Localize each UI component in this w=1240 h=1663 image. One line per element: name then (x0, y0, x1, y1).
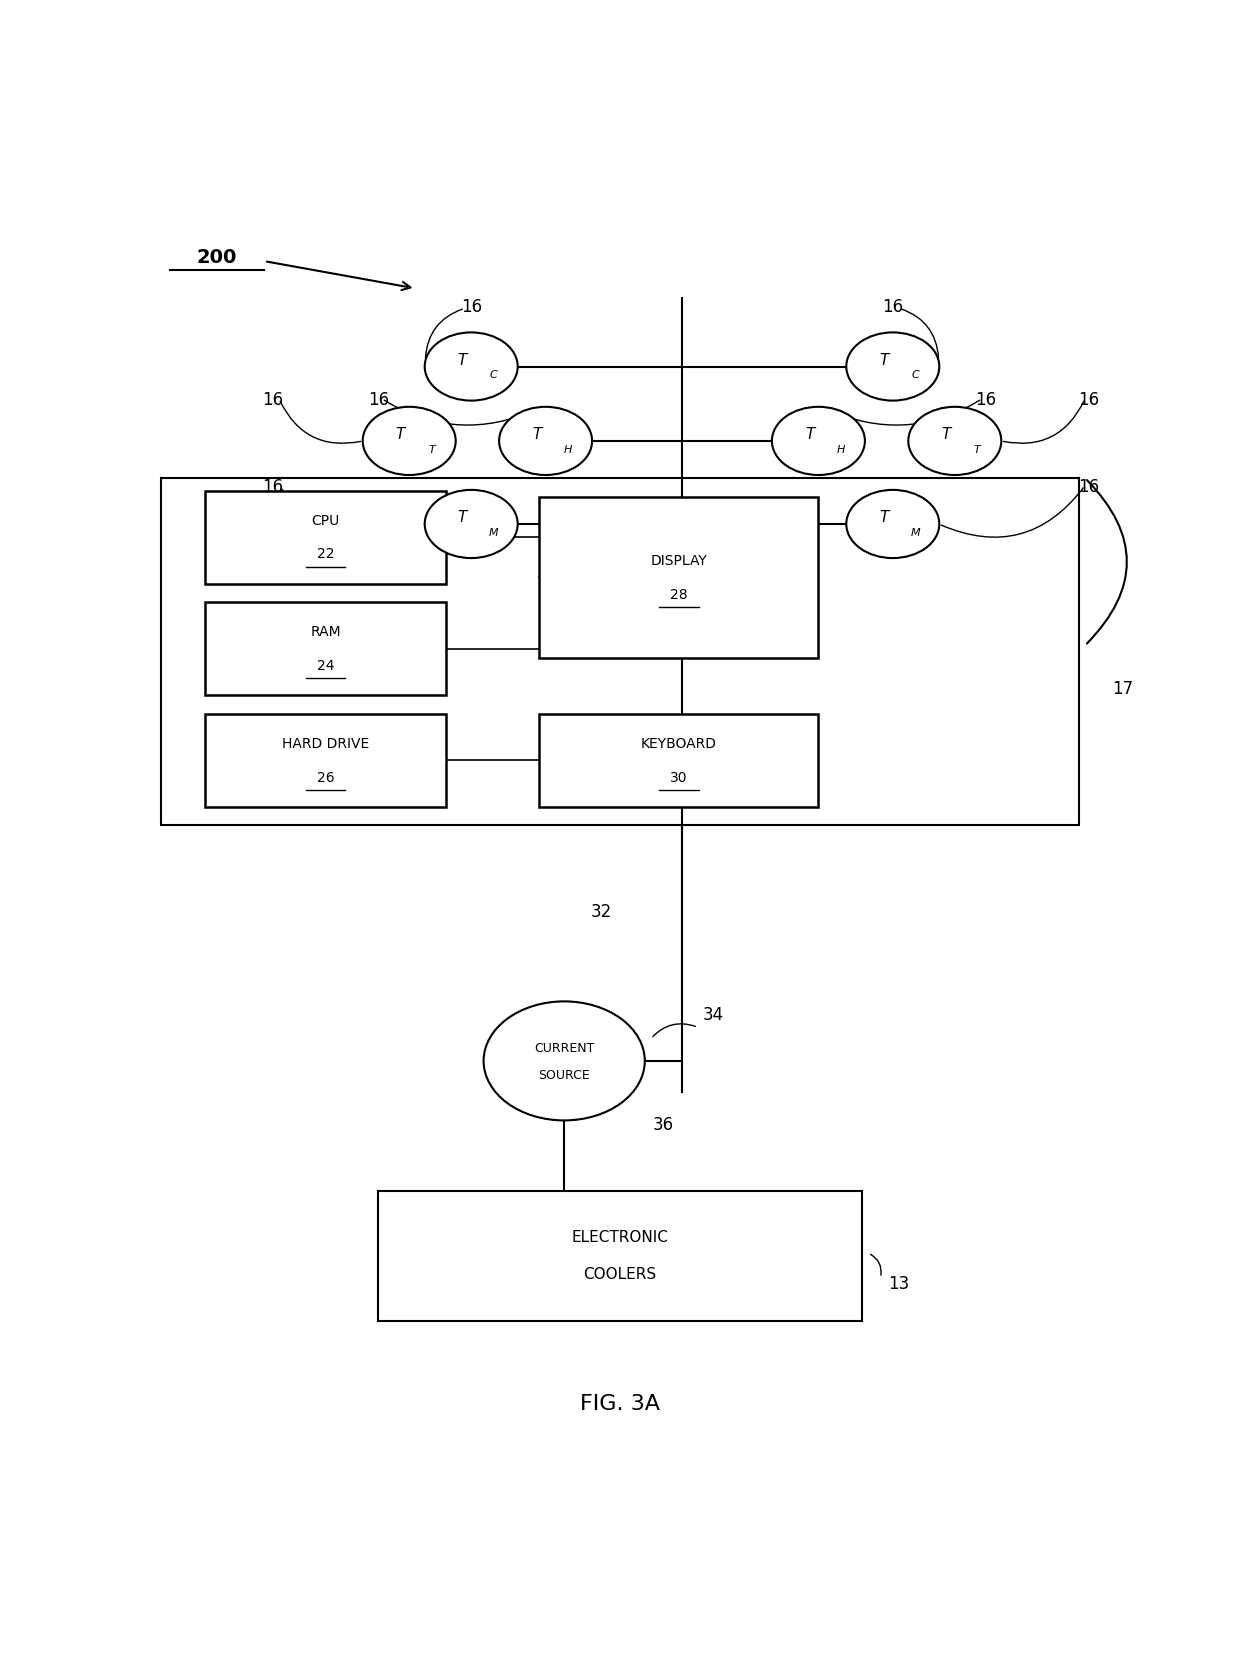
Text: T: T (458, 511, 467, 526)
Bar (205, 602, 446, 695)
Text: 34: 34 (702, 1006, 724, 1024)
Text: RAM: RAM (310, 625, 341, 640)
Text: T: T (973, 444, 981, 454)
Text: T: T (941, 427, 951, 442)
Text: H: H (837, 444, 844, 454)
Text: H: H (564, 444, 572, 454)
Bar (205, 713, 446, 807)
Text: 22: 22 (316, 547, 335, 562)
Text: ELECTRONIC: ELECTRONIC (572, 1231, 668, 1246)
Text: CURRENT: CURRENT (534, 1043, 594, 1054)
Text: 16: 16 (975, 391, 997, 409)
Text: 16: 16 (460, 298, 482, 316)
Text: C: C (911, 371, 919, 381)
Ellipse shape (424, 491, 518, 559)
Text: 30: 30 (670, 770, 688, 785)
Text: 28: 28 (670, 587, 688, 602)
Ellipse shape (771, 407, 866, 476)
Bar (161, 477, 1079, 825)
Text: 16: 16 (1078, 391, 1100, 409)
Text: FIG. 3A: FIG. 3A (580, 1394, 660, 1414)
Text: SOURCE: SOURCE (538, 1069, 590, 1083)
Text: M: M (910, 527, 920, 537)
Text: 26: 26 (316, 770, 335, 785)
Text: COOLERS: COOLERS (584, 1267, 656, 1282)
Bar (378, 1191, 862, 1322)
Text: CPU: CPU (311, 514, 340, 527)
Text: 32: 32 (590, 903, 613, 921)
Text: T: T (428, 444, 435, 454)
Text: 13: 13 (888, 1276, 910, 1294)
Text: T: T (879, 511, 889, 526)
Ellipse shape (846, 333, 940, 401)
Text: M: M (489, 527, 498, 537)
Ellipse shape (363, 407, 456, 476)
Ellipse shape (908, 407, 1002, 476)
Ellipse shape (424, 333, 518, 401)
Text: HARD DRIVE: HARD DRIVE (281, 737, 370, 752)
Ellipse shape (846, 491, 940, 559)
Bar (205, 491, 446, 584)
Bar (539, 497, 818, 659)
Text: 16: 16 (1078, 477, 1100, 496)
Text: DISPLAY: DISPLAY (651, 554, 707, 569)
Ellipse shape (498, 407, 593, 476)
Ellipse shape (484, 1001, 645, 1121)
Text: T: T (879, 353, 889, 368)
Text: 16: 16 (882, 298, 904, 316)
Text: 24: 24 (316, 659, 335, 674)
Text: 16: 16 (367, 391, 389, 409)
Text: 200: 200 (197, 248, 237, 266)
Bar (539, 713, 818, 807)
Text: 36: 36 (652, 1116, 675, 1134)
Text: T: T (805, 427, 815, 442)
Text: 32: 32 (596, 569, 619, 587)
Text: KEYBOARD: KEYBOARD (641, 737, 717, 752)
Text: C: C (490, 371, 497, 381)
Text: 16: 16 (262, 391, 284, 409)
Text: 16: 16 (262, 477, 284, 496)
Text: 17: 17 (1111, 680, 1133, 698)
Text: T: T (458, 353, 467, 368)
Text: T: T (532, 427, 542, 442)
Text: T: T (396, 427, 405, 442)
